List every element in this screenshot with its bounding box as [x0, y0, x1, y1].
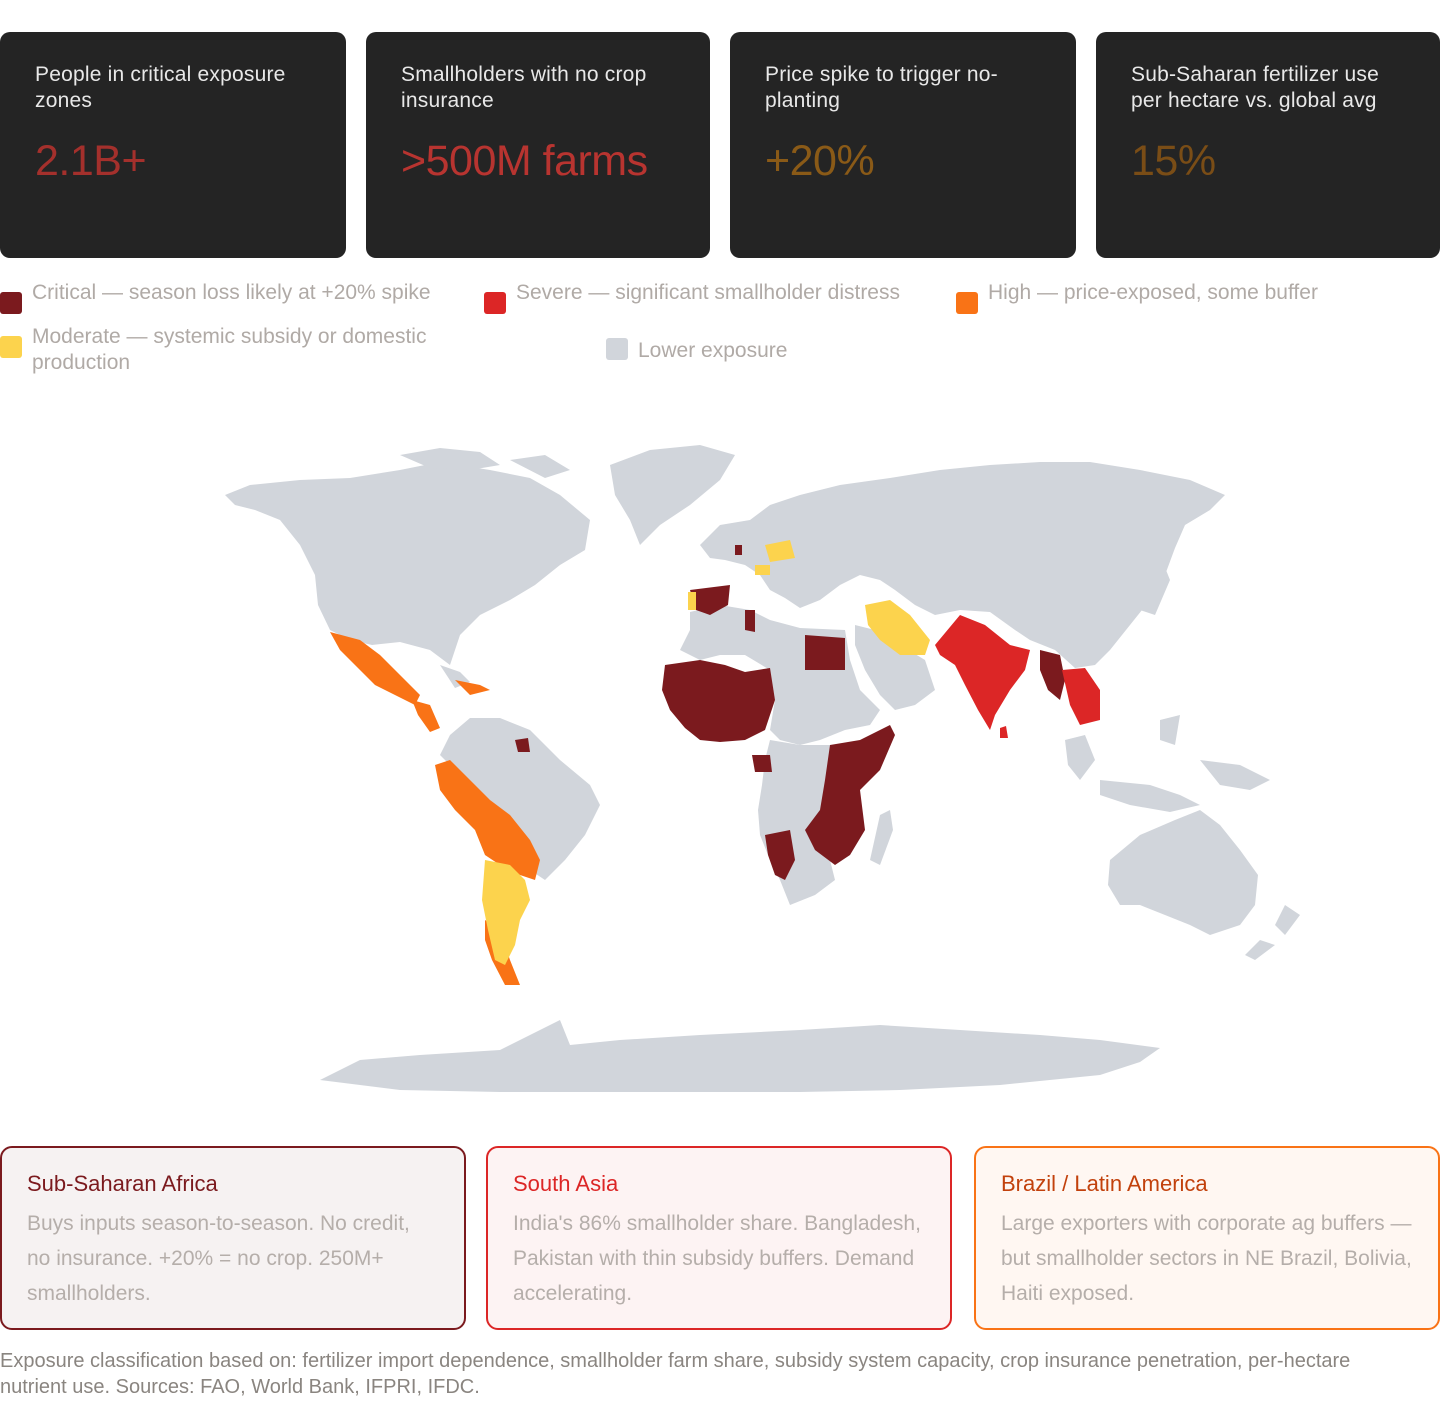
stat-label: Smallholders with no crop insurance	[401, 63, 647, 112]
legend-item-lower: Lower exposure	[606, 338, 906, 364]
japan	[1140, 555, 1170, 615]
central-africa-south	[752, 755, 772, 772]
stat-value: 2.1B+	[35, 137, 147, 185]
legend-swatch	[956, 292, 978, 314]
legend-item-severe: Severe — significant smallholder distres…	[484, 280, 904, 314]
legend-label: Lower exposure	[638, 339, 788, 362]
stat-value: 15%	[1131, 137, 1216, 185]
legend-item-moderate: Moderate — systemic subsidy or domestic …	[0, 324, 490, 376]
north-america	[225, 462, 590, 665]
andes-west	[435, 760, 540, 880]
region-card-sub-saharan-africa: Sub-Saharan Africa Buys inputs season-to…	[0, 1146, 466, 1330]
spain	[690, 585, 730, 615]
region-card-title: Brazil / Latin America	[1001, 1171, 1208, 1196]
map-legend: Critical — season loss likely at +20% sp…	[0, 280, 1440, 380]
legend-swatch	[606, 338, 628, 360]
portugal	[688, 592, 696, 610]
tunisia-libya	[745, 610, 755, 632]
sri-lanka	[1000, 726, 1008, 738]
southeast-asia-islands	[1065, 715, 1270, 812]
stat-card-price-spike: Price spike to trigger no-planting +20%	[730, 32, 1076, 258]
stat-value: +20%	[765, 137, 875, 185]
region-card-latin-america: Brazil / Latin America Large exporters w…	[974, 1146, 1440, 1330]
region-cards: Sub-Saharan Africa Buys inputs season-to…	[0, 1146, 1440, 1330]
moderate-exposure-regions	[482, 540, 930, 965]
legend-label: Critical — season loss likely at +20% sp…	[32, 281, 431, 304]
west-africa	[662, 660, 775, 742]
greenland	[610, 445, 735, 545]
iran	[865, 600, 930, 655]
egypt	[805, 635, 845, 670]
australia	[1108, 810, 1258, 935]
poland	[765, 540, 795, 562]
arabia	[855, 625, 935, 710]
legend-swatch	[0, 336, 22, 358]
india	[935, 615, 1030, 730]
methodology-footnote: Exposure classification based on: fertil…	[0, 1350, 1351, 1398]
stat-card-fertilizer-use: Sub-Saharan fertilizer use per hectare v…	[1096, 32, 1440, 258]
new-zealand	[1245, 905, 1300, 960]
legend-swatch	[0, 292, 22, 314]
east-africa	[805, 725, 895, 865]
argentina	[482, 860, 530, 965]
legend-label: Moderate — systemic subsidy or domestic …	[32, 325, 427, 374]
critical-exposure-regions	[515, 545, 1065, 880]
stat-label: Price spike to trigger no-planting	[765, 63, 998, 112]
region-card-title: South Asia	[513, 1171, 619, 1196]
legend-item-critical: Critical — season loss likely at +20% sp…	[0, 280, 440, 314]
arctic-islands	[400, 448, 570, 478]
legend-swatch	[484, 292, 506, 314]
region-card-south-asia: South Asia India's 86% smallholder share…	[486, 1146, 952, 1330]
southeast-asia-mainland	[1062, 668, 1100, 725]
legend-label: Severe — significant smallholder distres…	[516, 281, 900, 304]
severe-exposure-regions	[935, 615, 1100, 738]
region-card-body: India's 86% smallholder share. Banglades…	[513, 1212, 921, 1305]
madagascar	[870, 810, 893, 865]
central-europe	[755, 565, 770, 575]
southern-africa-west	[765, 830, 795, 880]
guyana	[515, 738, 530, 752]
legend-label: High — price-exposed, some buffer	[988, 281, 1318, 304]
antarctica	[320, 1020, 1160, 1092]
mexico	[330, 632, 420, 705]
stat-card-critical-population: People in critical exposure zones 2.1B+	[0, 32, 346, 258]
stat-label: Sub-Saharan fertilizer use per hectare v…	[1131, 63, 1379, 112]
central-america	[412, 700, 440, 732]
region-card-body: Buys inputs season-to-season. No credit,…	[27, 1212, 410, 1305]
stat-card-uninsured-smallholders: Smallholders with no crop insurance >500…	[366, 32, 710, 258]
world-exposure-map	[225, 445, 1300, 1092]
stat-value: >500M farms	[401, 137, 648, 185]
stat-cards: People in critical exposure zones 2.1B+ …	[0, 32, 1440, 258]
region-card-title: Sub-Saharan Africa	[27, 1171, 218, 1196]
myanmar-bangladesh	[1040, 650, 1065, 700]
south-america-east	[440, 718, 600, 880]
europe-russia-asia	[700, 462, 1225, 668]
stat-label: People in critical exposure zones	[35, 63, 286, 112]
region-card-body: Large exporters with corporate ag buffer…	[1001, 1212, 1412, 1305]
legend-item-high: High — price-exposed, some buffer	[956, 280, 1336, 314]
caribbean	[455, 680, 490, 695]
europe-small	[735, 545, 742, 555]
lower-exposure-regions	[225, 445, 1300, 1092]
